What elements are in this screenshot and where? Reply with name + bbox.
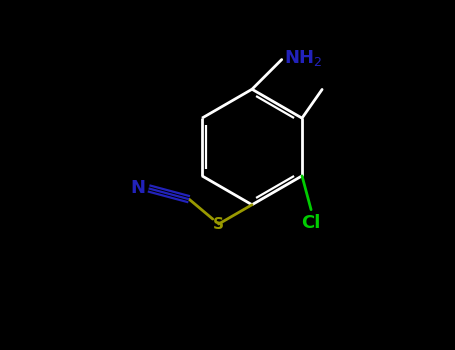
Text: S: S — [213, 217, 224, 231]
Text: NH$_2$: NH$_2$ — [284, 48, 323, 68]
Text: Cl: Cl — [301, 214, 321, 232]
Text: N: N — [130, 180, 145, 197]
